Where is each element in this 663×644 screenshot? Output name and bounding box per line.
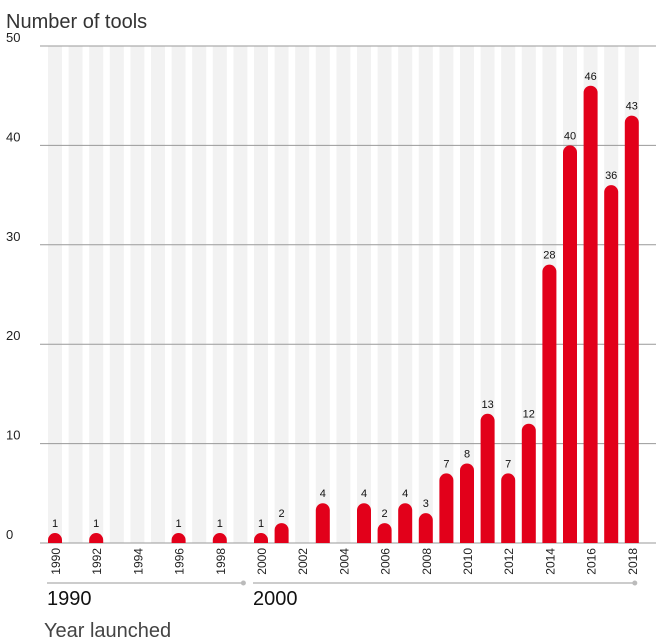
chart-title: Number of tools	[6, 11, 147, 33]
decade-end-dot	[240, 580, 246, 586]
column-stripe	[274, 46, 289, 543]
x-axis-label: Year launched	[44, 620, 171, 642]
x-tick-label: 2010	[461, 548, 475, 575]
bar-value-label: 4	[361, 488, 367, 500]
column-stripe	[233, 46, 248, 543]
bar	[377, 523, 392, 543]
bar	[357, 503, 371, 543]
decade-label: 2000	[253, 588, 298, 610]
x-tick-label: 1998	[214, 548, 228, 575]
bar-value-label: 2	[382, 508, 388, 520]
bar-value-label: 1	[93, 518, 99, 530]
bar-value-label: 1	[217, 518, 223, 530]
bar-value-label: 1	[258, 518, 264, 530]
y-tick-labels: 0 10 20 30 40 50	[6, 30, 20, 542]
bar-value-label: 8	[464, 448, 470, 460]
bar	[212, 533, 227, 543]
bar-value-label: 1	[176, 518, 182, 530]
bar	[315, 503, 330, 543]
x-tick-labels: 1990 1992 1994 1996 1998 2000 2002 2004 2006 2008…	[49, 548, 640, 575]
bar-value-label: 36	[605, 170, 617, 182]
x-tick-label: 2014	[543, 548, 557, 575]
column-stripe	[68, 46, 83, 543]
bar-value-label: 12	[523, 409, 535, 421]
column-stripe	[212, 46, 227, 543]
y-tick-label: 30	[6, 229, 20, 244]
y-tick-label: 50	[6, 30, 20, 45]
bar	[542, 264, 557, 543]
bar	[171, 533, 186, 543]
column-stripe	[130, 46, 145, 543]
x-tick-label: 2008	[420, 548, 434, 575]
column-stripe	[295, 46, 310, 543]
bar-value-label: 4	[320, 488, 326, 500]
x-tick-label: 2004	[337, 548, 351, 575]
column-stripe	[254, 46, 268, 543]
x-tick-label: 2016	[585, 548, 599, 575]
column-stripe	[89, 46, 104, 543]
bar	[89, 533, 104, 543]
bar	[624, 115, 639, 543]
column-stripe	[171, 46, 186, 543]
bar-value-label: 40	[564, 130, 576, 142]
column-stripe	[398, 46, 413, 543]
column-stripe	[357, 46, 371, 543]
x-tick-label: 1990	[49, 548, 63, 575]
y-tick-label: 40	[6, 129, 20, 144]
bar-value-label: 28	[543, 250, 555, 262]
bar	[48, 533, 63, 543]
column-stripe	[377, 46, 392, 543]
column-stripe	[418, 46, 433, 543]
bar-value-label: 7	[505, 458, 511, 470]
x-tick-label: 2002	[296, 548, 310, 575]
x-tick-label: 2000	[255, 548, 269, 575]
decade-label: 1990	[47, 588, 92, 610]
x-tick-label: 1996	[173, 548, 187, 575]
bar	[501, 473, 516, 543]
column-stripe	[521, 46, 536, 543]
bar-value-label: 2	[279, 508, 285, 520]
bar	[563, 145, 577, 543]
bar	[418, 513, 433, 543]
bar-value-label: 3	[423, 498, 429, 510]
bar-value-label: 43	[626, 101, 638, 113]
bars	[48, 85, 639, 543]
bar-value-label: 1	[52, 518, 58, 530]
column-stripe	[315, 46, 330, 543]
x-tick-label: 1992	[90, 548, 104, 575]
column-stripe	[109, 46, 124, 543]
column-stripe	[460, 46, 474, 543]
bar	[583, 85, 598, 543]
bar	[604, 185, 619, 543]
column-stripe	[439, 46, 454, 543]
x-tick-label: 2012	[502, 548, 516, 575]
bar-value-label: 7	[443, 458, 449, 470]
decade-markers: 1990 2000	[47, 580, 638, 610]
y-tick-label: 20	[6, 328, 20, 343]
y-tick-label: 0	[6, 527, 13, 542]
x-tick-label: 2006	[379, 548, 393, 575]
column-stripe	[151, 46, 165, 543]
y-tick-label: 10	[6, 428, 20, 443]
bar	[439, 473, 454, 543]
bar-value-label: 13	[481, 399, 493, 411]
bar	[274, 523, 289, 543]
x-tick-label: 2018	[626, 548, 640, 575]
bar	[254, 533, 268, 543]
column-stripe	[192, 46, 207, 543]
bar-value-label: 46	[584, 71, 596, 83]
decade-end-dot	[632, 580, 638, 586]
column-stripe	[336, 46, 351, 543]
bar	[398, 503, 413, 543]
column-stripe	[501, 46, 516, 543]
bar	[480, 413, 495, 543]
bar	[460, 463, 474, 543]
bar	[521, 423, 536, 543]
column-stripe	[48, 46, 62, 543]
bar-value-label: 4	[402, 488, 408, 500]
x-tick-label: 1994	[131, 548, 145, 575]
